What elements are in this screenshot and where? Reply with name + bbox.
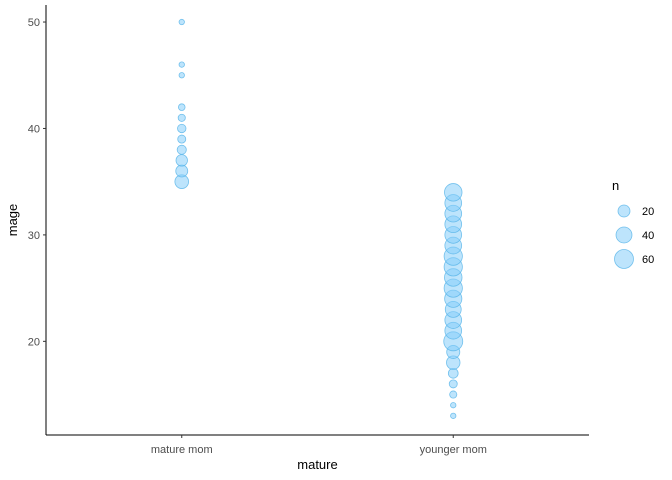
- data-point: [450, 402, 457, 409]
- y-tick-label: 20: [28, 336, 40, 348]
- x-axis-title: mature: [297, 457, 337, 472]
- data-point: [444, 183, 463, 202]
- data-point: [177, 134, 187, 144]
- data-point: [178, 103, 186, 111]
- data-point: [175, 154, 188, 167]
- legend: n 20 40 60: [612, 178, 654, 269]
- x-tick-label: mature mom: [151, 444, 213, 456]
- legend-key: [617, 204, 631, 218]
- data-point: [178, 72, 185, 79]
- legend-key: [615, 226, 633, 244]
- data-point: [178, 61, 185, 68]
- x-ticks: mature mom younger mom: [151, 435, 487, 456]
- points-layer: [174, 18, 464, 419]
- axes-layer: [45, 5, 589, 436]
- data-point: [450, 412, 457, 419]
- legend-title: n: [612, 178, 619, 193]
- data-point: [449, 390, 458, 399]
- legend-key: [614, 249, 634, 269]
- data-point: [177, 113, 186, 122]
- y-tick-label: 40: [28, 123, 40, 135]
- data-point: [448, 379, 458, 389]
- legend-label: 20: [642, 206, 654, 218]
- data-point: [177, 123, 187, 134]
- x-tick-label: younger mom: [420, 444, 487, 456]
- data-point: [176, 144, 187, 155]
- data-point: [175, 164, 189, 178]
- data-point: [178, 18, 185, 26]
- y-axis-title: mage: [5, 204, 20, 237]
- data-point: [447, 367, 459, 379]
- y-ticks: 20 30 40 50: [28, 17, 46, 348]
- y-tick-label: 50: [28, 17, 40, 29]
- legend-label: 60: [642, 254, 654, 266]
- legend-label: 40: [642, 230, 654, 242]
- y-tick-label: 30: [28, 230, 40, 242]
